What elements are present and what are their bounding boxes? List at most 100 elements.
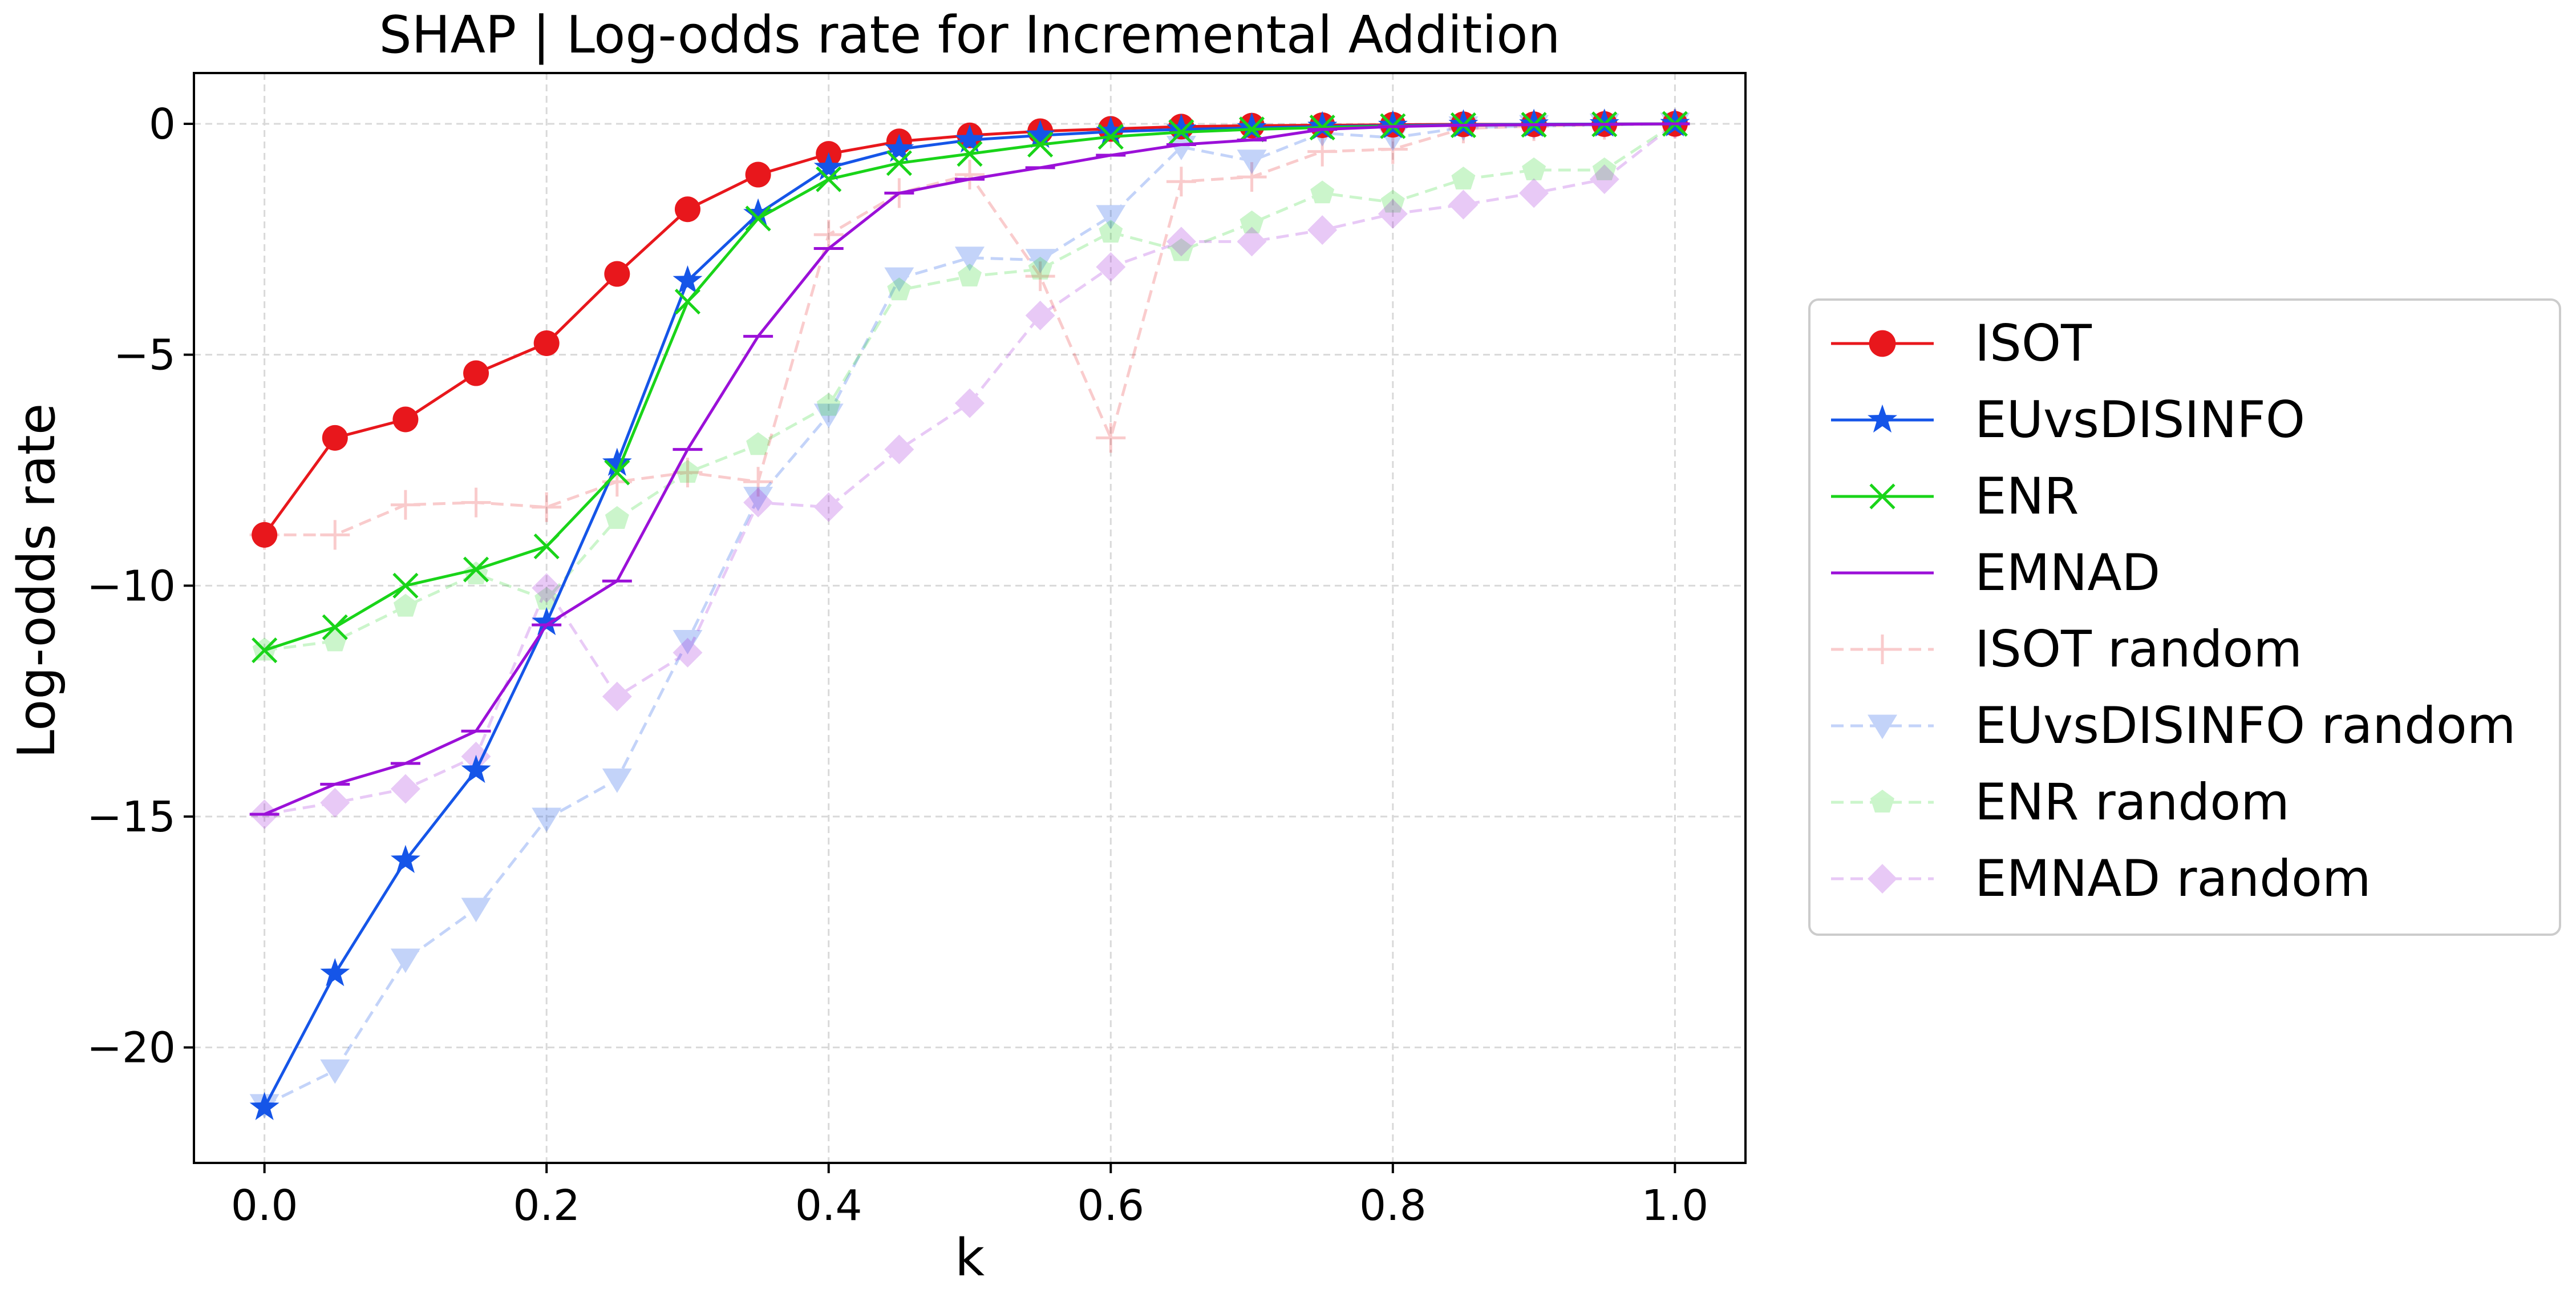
data-point-isot-random — [813, 220, 844, 250]
series-line-enr-random — [264, 122, 1676, 652]
data-point-isot — [604, 261, 630, 287]
series-layer — [249, 108, 1690, 1120]
legend-marker-emnad-random — [1868, 864, 1897, 894]
data-point-euvsdisinfo-random — [955, 247, 985, 272]
data-point-enr-random — [393, 593, 418, 617]
data-point-emnad-random — [1307, 215, 1338, 245]
data-point-euvsdisinfo — [320, 957, 350, 987]
legend-entry-euvsdisinfo: EUvsDISINFO — [1831, 390, 2305, 449]
legend-entry-isot: ISOT — [1831, 314, 2092, 373]
x-tick-label: 0.2 — [513, 1181, 580, 1230]
data-point-isot — [252, 522, 278, 548]
data-point-enr-random — [1099, 220, 1123, 243]
data-point-emnad-random — [602, 681, 632, 712]
data-point-enr — [1238, 116, 1265, 143]
series-line-isot-random — [264, 122, 1675, 536]
legend-label-enr: ENR — [1975, 467, 2079, 526]
y-tick-label: −10 — [87, 561, 176, 611]
data-point-enr — [392, 572, 419, 599]
data-point-isot-random — [955, 160, 985, 190]
legend-entry-enr-random: ENR random — [1831, 773, 2290, 831]
data-point-enr-random — [1240, 210, 1264, 233]
series-enr-random — [252, 111, 1687, 661]
data-point-isot — [533, 330, 560, 356]
data-point-euvsdisinfo — [743, 198, 773, 227]
data-point-emnad-random — [955, 388, 985, 418]
data-point-emnad-random — [1166, 227, 1196, 257]
data-point-euvsdisinfo — [390, 845, 420, 873]
data-point-enr — [886, 150, 912, 176]
data-point-euvsdisinfo — [1237, 112, 1267, 141]
y-axis-label: Log-odds rate — [7, 403, 67, 759]
data-point-emnad-random — [1096, 252, 1126, 282]
data-point-emnad-random — [1589, 164, 1619, 195]
legend-marker-enr-random — [1870, 789, 1895, 813]
y-tick-label: −5 — [114, 331, 176, 380]
data-point-euvsdisinfo — [673, 265, 703, 294]
data-point-euvsdisinfo — [461, 754, 491, 783]
data-point-euvsdisinfo-random — [673, 629, 703, 654]
data-point-enr — [1097, 124, 1124, 150]
data-point-isot-random — [532, 492, 562, 522]
data-point-isot-random — [1096, 423, 1126, 453]
data-point-emnad-random — [813, 492, 844, 522]
series-line-emnad — [264, 122, 1675, 816]
data-point-emnad-random — [743, 487, 773, 518]
legend-swatch-isot-random — [1831, 635, 1934, 664]
data-point-enr — [322, 614, 348, 640]
data-point-euvsdisinfo-random — [532, 807, 562, 833]
data-point-euvsdisinfo — [1096, 116, 1126, 144]
data-point-euvsdisinfo — [249, 1092, 280, 1120]
data-point-enr — [816, 166, 842, 192]
legend-swatch-euvsdisinfo — [1831, 404, 1934, 433]
data-point-enr-random — [1592, 157, 1617, 180]
data-point-isot-random — [1378, 134, 1408, 164]
data-point-emnad-random — [1378, 199, 1408, 229]
y-tick-label: −20 — [87, 1024, 176, 1073]
legend-marker-isot — [1869, 330, 1896, 357]
series-euvsdisinfo-random — [249, 112, 1690, 1119]
data-point-enr — [957, 141, 983, 167]
legend-swatch-isot — [1831, 330, 1934, 357]
data-point-isot-random — [1307, 136, 1338, 167]
legend-entry-euvsdisinfo-random: EUvsDISINFO random — [1831, 696, 2516, 755]
legend-marker-enr — [1869, 483, 1895, 510]
y-tick-label: 0 — [149, 100, 176, 149]
legend-marker-euvsdisinfo — [1868, 404, 1897, 433]
data-point-emnad-random — [1025, 300, 1055, 330]
series-isot-random — [249, 109, 1690, 550]
data-point-enr — [463, 556, 489, 583]
data-point-isot-random — [1025, 261, 1055, 292]
data-point-enr-random — [323, 628, 347, 652]
data-point-enr — [1309, 114, 1335, 141]
data-point-enr-random — [534, 587, 559, 610]
data-point-emnad-random — [390, 774, 420, 804]
data-point-enr — [745, 205, 771, 232]
data-point-enr-random — [1380, 189, 1405, 213]
chart-title: SHAP | Log-odds rate for Incremental Add… — [379, 5, 1561, 65]
grid-lines — [194, 73, 1745, 1163]
data-point-emnad-random — [320, 787, 350, 818]
axis-ticks: 0.0 0.2 0.4 0.6 0.8 1.0 −20 −15 −10 −5 0 — [87, 100, 1708, 1230]
data-point-euvsdisinfo-random — [320, 1059, 350, 1084]
legend-swatch-euvsdisinfo-random — [1831, 714, 1934, 740]
data-point-euvsdisinfo-random — [1025, 249, 1055, 274]
data-point-euvsdisinfo — [884, 134, 914, 162]
data-point-euvsdisinfo-random — [1166, 135, 1196, 160]
data-point-emnad-random — [1237, 227, 1267, 257]
legend-label-euvsdisinfo: EUvsDISINFO — [1975, 390, 2305, 449]
data-point-emnad-random — [1519, 178, 1549, 208]
x-tick-label: 1.0 — [1642, 1181, 1709, 1230]
legend-entry-isot-random: ISOT random — [1831, 620, 2302, 678]
data-point-euvsdisinfo — [1025, 119, 1055, 148]
legend-swatch-enr — [1831, 483, 1934, 510]
data-point-enr-random — [605, 506, 629, 529]
data-point-isot — [745, 161, 771, 188]
legend: ISOT EUvsDISINFO ENR EMNAD ISOT random EUvsDI… — [1808, 298, 2561, 936]
data-point-enr — [674, 289, 701, 315]
series-emnad — [249, 122, 1690, 816]
data-point-enr — [1027, 131, 1054, 158]
data-point-isot — [392, 406, 419, 433]
